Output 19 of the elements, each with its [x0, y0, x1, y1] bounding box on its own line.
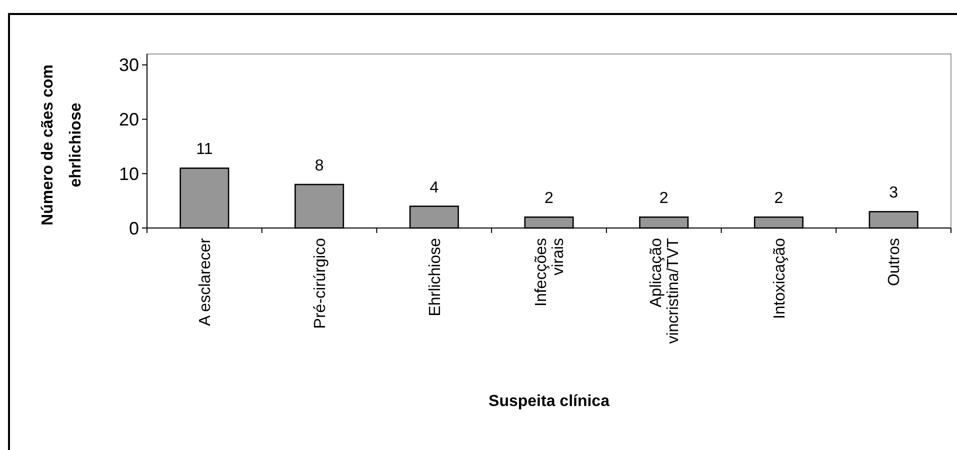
y-tick-label: 10 — [118, 164, 139, 184]
x-tick-label: Pré-cirúrgico — [312, 238, 329, 329]
x-tick-label: Infecções virais — [533, 238, 568, 306]
data-label: 2 — [774, 190, 784, 208]
y-tick-label: 30 — [118, 55, 139, 76]
x-tick-label: A esclarecer — [197, 237, 214, 326]
data-label: 4 — [430, 179, 439, 196]
data-label: 11 — [196, 141, 213, 158]
x-tick-label: Ehrlichiose — [426, 238, 444, 316]
data-label: 3 — [889, 184, 898, 202]
x-tick-label: Outros — [886, 238, 904, 286]
y-tick-label: 0 — [128, 218, 139, 238]
data-label: 2 — [659, 190, 668, 208]
data-label: 2 — [544, 190, 554, 208]
y-axis-title: Número de cães com ehrlichiose — [40, 64, 85, 226]
x-axis-title: Suspeita clínica — [488, 393, 610, 410]
x-tick-label: Intoxicação — [771, 238, 788, 319]
y-tick-label: 20 — [118, 110, 139, 130]
data-label: 8 — [314, 158, 324, 174]
